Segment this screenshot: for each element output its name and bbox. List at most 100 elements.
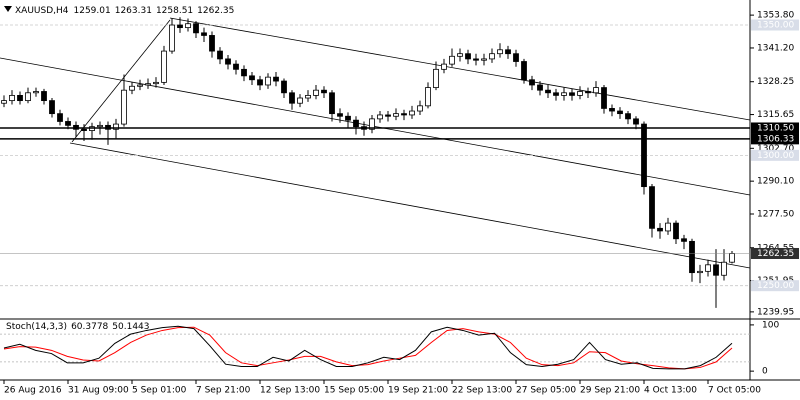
candle-body — [57, 113, 63, 122]
candle-body — [249, 75, 255, 81]
candle-body — [177, 24, 183, 29]
candle-body — [473, 58, 479, 61]
indicator-title: Stoch(14,3,3) — [6, 322, 67, 332]
y-tick-label: 1290.10 — [757, 177, 794, 187]
alert-label: 1350.00 — [757, 21, 794, 31]
y-tick-label: 1277.50 — [757, 209, 794, 219]
candle-body — [81, 128, 87, 131]
candle-body — [665, 222, 671, 232]
x-tick-label: 29 Sep 21:00 — [580, 386, 640, 396]
indicator-header: Stoch(14,3,3) 60.3778 50.1443 — [6, 322, 150, 332]
candle-body — [481, 58, 487, 61]
trendline — [169, 17, 751, 121]
indicator-main: 60.3778 — [71, 322, 108, 332]
candle-body — [689, 240, 695, 274]
candle-body — [601, 87, 607, 109]
candle-body — [297, 97, 303, 104]
candle-body — [489, 53, 495, 60]
candle-body — [553, 92, 559, 96]
candle-body — [377, 114, 383, 120]
alert-label: 1300.00 — [757, 151, 794, 161]
candle-body — [233, 63, 239, 70]
candle-body — [369, 118, 375, 130]
indicator-line — [3, 325, 733, 370]
candle-body — [409, 110, 415, 116]
candle-body — [65, 121, 71, 126]
candle-body — [401, 113, 407, 116]
x-tick-label: 7 Oct 05:00 — [708, 386, 761, 396]
trendlines — [0, 17, 751, 269]
candle-body — [625, 113, 631, 120]
candle-body — [153, 81, 159, 85]
x-tick-label: 7 Sep 21:00 — [196, 386, 251, 396]
level-label: 1310.50 — [757, 123, 794, 133]
candle-body — [609, 108, 615, 112]
x-tick-label: 22 Sep 13:00 — [452, 386, 512, 396]
candle-body — [633, 118, 639, 125]
candle-body — [385, 114, 391, 117]
candle-body — [217, 50, 223, 60]
candle-body — [161, 50, 167, 83]
candle-body — [225, 58, 231, 65]
y-tick-label: 100 — [762, 320, 779, 330]
x-tick-label: 5 Sep 01:00 — [132, 386, 187, 396]
candle-body — [17, 95, 23, 102]
level-label: 1306.33 — [757, 134, 794, 144]
candle-body — [145, 83, 151, 86]
y-tick-label: 1341.20 — [757, 43, 794, 53]
candle-body — [393, 113, 399, 117]
candle-body — [1, 100, 7, 104]
candle-body — [505, 49, 511, 55]
candle-body — [593, 87, 599, 94]
indicator-line — [3, 326, 733, 370]
candle-body — [345, 115, 351, 121]
candle-body — [433, 68, 439, 88]
alert-label-box — [751, 280, 799, 292]
candle-body — [281, 80, 287, 94]
candle-body — [673, 222, 679, 240]
candle-body — [697, 270, 703, 274]
candle-body — [705, 264, 711, 272]
alert-label-box — [751, 149, 799, 161]
current-price-box — [751, 247, 799, 259]
candle-body — [425, 87, 431, 107]
candle-body — [729, 253, 735, 263]
indicator-signal: 50.1443 — [112, 322, 149, 332]
y-tick-label: 1302.70 — [757, 144, 794, 154]
candle-body — [321, 89, 327, 94]
candle-body — [513, 53, 519, 62]
candle-body — [569, 92, 575, 96]
candle-body — [193, 23, 199, 34]
candle-body — [521, 61, 527, 81]
candle-body — [585, 91, 591, 94]
candle-body — [201, 32, 207, 36]
candle-body — [265, 76, 271, 86]
candle-body — [417, 105, 423, 112]
candle-body — [113, 123, 119, 130]
x-tick-label: 12 Sep 13:00 — [260, 386, 320, 396]
candle-body — [25, 92, 31, 102]
candle-body — [313, 89, 319, 96]
candle-body — [537, 84, 543, 91]
candle-body — [561, 92, 567, 96]
y-tick-label: 1315.65 — [757, 110, 794, 120]
symbol-icon — [4, 6, 12, 12]
header-open: 1259.01 — [74, 6, 111, 16]
candle-body — [289, 92, 295, 104]
level-label-box — [751, 122, 799, 134]
x-tick-label: 26 Aug 2016 — [4, 386, 62, 396]
candle-body — [9, 95, 15, 102]
candle-body — [681, 238, 687, 242]
candle-body — [353, 119, 359, 128]
header-high: 1263.31 — [115, 6, 152, 16]
trendline — [71, 19, 171, 143]
alert-label: 1250.00 — [757, 281, 794, 291]
candle-body — [649, 186, 655, 229]
y-tick-label: 1353.80 — [757, 11, 794, 21]
x-tick-label: 15 Sep 05:00 — [324, 386, 384, 396]
candle-body — [169, 24, 175, 52]
candle-body — [41, 91, 47, 102]
x-tick-label: 19 Sep 21:00 — [388, 386, 448, 396]
header-close: 1262.35 — [197, 6, 234, 16]
candle-body — [137, 84, 143, 87]
